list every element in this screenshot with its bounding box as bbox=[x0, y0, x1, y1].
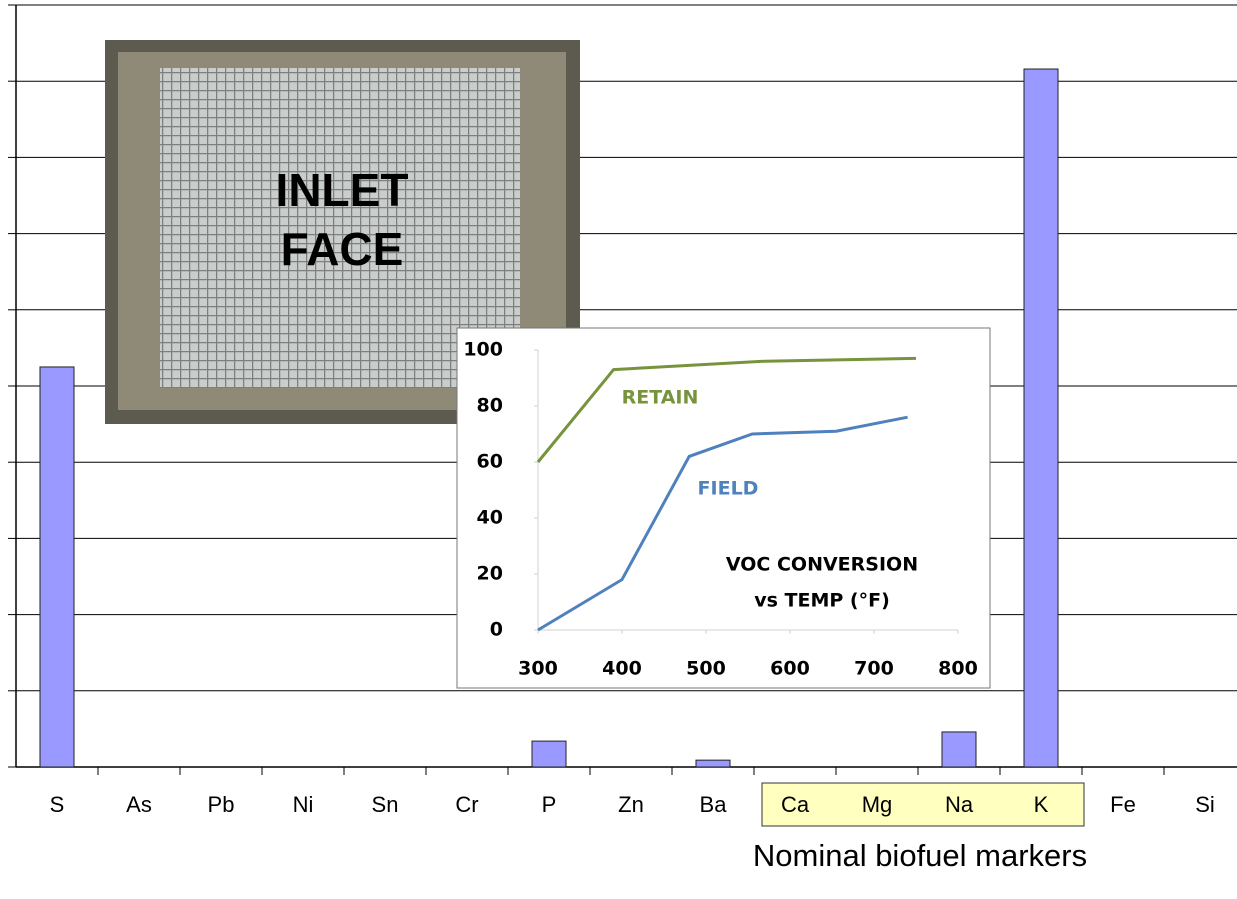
photo-label: FACE bbox=[281, 223, 404, 275]
x-tick-label: S bbox=[50, 792, 65, 817]
series-label: FIELD bbox=[698, 478, 759, 500]
x-tick-label: 600 bbox=[770, 658, 810, 680]
bar bbox=[1024, 69, 1058, 767]
y-tick-label: 100 bbox=[463, 339, 503, 361]
x-tick-label: Na bbox=[945, 792, 974, 817]
x-tick-label: As bbox=[126, 792, 152, 817]
y-tick-label: 0 bbox=[490, 619, 503, 641]
x-tick-label: Ca bbox=[781, 792, 810, 817]
annotation: Nominal biofuel markers bbox=[753, 838, 1087, 873]
bar bbox=[532, 741, 566, 767]
photo-label: INLET bbox=[276, 164, 409, 216]
bar bbox=[696, 760, 730, 767]
inset-annotation: VOC CONVERSION bbox=[726, 554, 918, 576]
x-tick-label: Ba bbox=[700, 792, 728, 817]
x-tick-label: Ni bbox=[293, 792, 314, 817]
y-tick-label: 80 bbox=[477, 395, 503, 417]
x-tick-label: Fe bbox=[1110, 792, 1136, 817]
x-tick-label: Mg bbox=[862, 792, 893, 817]
x-tick-label: P bbox=[542, 792, 557, 817]
y-tick-label: 60 bbox=[477, 451, 503, 473]
x-tick-label: 700 bbox=[854, 658, 894, 680]
x-tick-label: Cr bbox=[455, 792, 478, 817]
page: Nominal biofuel markers S As Pb Ni Sn Cr P Zn Ba… bbox=[0, 0, 1237, 899]
y-tick-label: 20 bbox=[477, 563, 503, 585]
x-tick-label: 400 bbox=[602, 658, 642, 680]
x-tick-label: 800 bbox=[938, 658, 978, 680]
series-label: RETAIN bbox=[622, 387, 699, 409]
y-tick-label: 40 bbox=[477, 507, 503, 529]
x-tick-label: Si bbox=[1195, 792, 1215, 817]
inset-chart: VOC CONVERSION vs TEMP (°F) 0 20 40 60 80 100… bbox=[457, 328, 990, 688]
x-tick-label: 500 bbox=[686, 658, 726, 680]
inset-annotation: vs TEMP (°F) bbox=[754, 590, 890, 612]
bar bbox=[40, 367, 74, 767]
x-tick-label: 300 bbox=[518, 658, 558, 680]
inset-frame bbox=[457, 328, 990, 688]
x-tick-label: Zn bbox=[618, 792, 644, 817]
x-tick-label: Sn bbox=[372, 792, 399, 817]
x-tick-label: K bbox=[1034, 792, 1049, 817]
x-tick-label: Pb bbox=[208, 792, 235, 817]
bar bbox=[942, 732, 976, 767]
